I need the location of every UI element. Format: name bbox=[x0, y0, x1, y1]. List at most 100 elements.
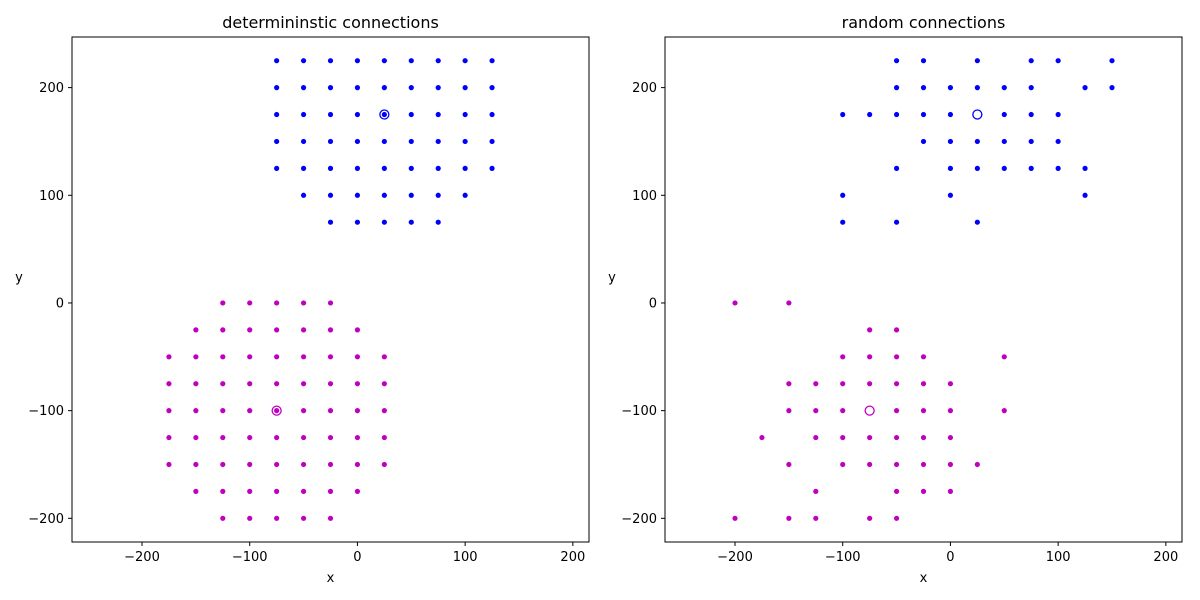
data-point bbox=[813, 488, 819, 494]
data-point bbox=[300, 354, 307, 360]
data-point bbox=[408, 111, 414, 118]
data-point bbox=[893, 434, 900, 441]
data-point bbox=[274, 138, 280, 145]
data-point bbox=[354, 138, 361, 145]
data-point bbox=[408, 192, 414, 198]
chart-panel-2: −200 −100 0 100 200 −200 −100 0 100 200 random con… bbox=[608, 13, 1183, 586]
data-point bbox=[840, 219, 846, 225]
data-point bbox=[300, 165, 307, 171]
data-point bbox=[274, 434, 280, 441]
data-point bbox=[300, 138, 307, 145]
data-point bbox=[786, 515, 792, 521]
data-point bbox=[893, 219, 900, 225]
data-point bbox=[381, 165, 387, 171]
data-point bbox=[867, 111, 873, 118]
data-point bbox=[300, 58, 307, 64]
data-point bbox=[489, 138, 495, 145]
data-point bbox=[408, 219, 414, 225]
data-point bbox=[220, 300, 226, 306]
data-point bbox=[193, 434, 199, 441]
data-point bbox=[381, 408, 387, 414]
data-point bbox=[947, 165, 954, 171]
data-point bbox=[274, 327, 280, 333]
y-tick-label: 200 bbox=[39, 81, 64, 96]
data-point bbox=[1001, 408, 1007, 414]
data-point bbox=[274, 300, 280, 306]
data-point bbox=[1082, 85, 1088, 91]
x-tick-label: −200 bbox=[717, 550, 753, 565]
data-point bbox=[947, 85, 954, 91]
data-point bbox=[381, 58, 387, 64]
data-point bbox=[300, 85, 307, 91]
data-point bbox=[327, 138, 334, 145]
data-point bbox=[220, 434, 226, 441]
data-point bbox=[381, 219, 387, 225]
data-point bbox=[462, 85, 468, 91]
data-point bbox=[247, 300, 253, 306]
data-point bbox=[274, 58, 280, 64]
data-point bbox=[920, 111, 927, 118]
data-point bbox=[840, 354, 846, 360]
data-point bbox=[435, 165, 441, 171]
data-point bbox=[920, 138, 927, 145]
x-tick-label: 100 bbox=[453, 550, 478, 565]
data-point bbox=[1001, 354, 1007, 360]
data-point bbox=[193, 381, 199, 387]
data-point bbox=[247, 381, 253, 387]
data-point bbox=[974, 85, 980, 91]
chart-panel-1: −200 −100 0 100 200 −200 −100 0 100 200 determinin… bbox=[15, 13, 590, 586]
data-point bbox=[893, 488, 900, 494]
data-point bbox=[813, 408, 819, 414]
data-point bbox=[220, 461, 226, 468]
data-point bbox=[920, 408, 927, 414]
x-axis-label: x bbox=[327, 571, 335, 586]
data-point bbox=[840, 434, 846, 441]
data-point bbox=[1055, 165, 1061, 171]
x-tick-label: 0 bbox=[353, 550, 361, 565]
data-point bbox=[300, 327, 307, 333]
data-point bbox=[354, 111, 361, 118]
data-point bbox=[327, 408, 334, 414]
data-point bbox=[867, 354, 873, 360]
data-point bbox=[920, 354, 927, 360]
data-point bbox=[947, 111, 954, 118]
data-point bbox=[408, 165, 414, 171]
data-point bbox=[947, 461, 954, 468]
center-marker bbox=[271, 405, 282, 416]
x-tick-label: 200 bbox=[560, 550, 585, 565]
data-point bbox=[354, 85, 361, 91]
data-point bbox=[1082, 165, 1088, 171]
data-point bbox=[893, 408, 900, 414]
data-point bbox=[300, 111, 307, 118]
data-point bbox=[408, 138, 414, 145]
data-point bbox=[327, 58, 334, 64]
data-point bbox=[274, 165, 280, 171]
data-point bbox=[840, 408, 846, 414]
data-point bbox=[435, 58, 441, 64]
data-point bbox=[354, 354, 361, 360]
data-point bbox=[193, 354, 199, 360]
data-point bbox=[435, 111, 441, 118]
data-point bbox=[408, 85, 414, 91]
y-tick-label: −200 bbox=[621, 512, 657, 527]
data-point bbox=[947, 434, 954, 441]
data-point bbox=[274, 515, 280, 521]
data-point bbox=[300, 461, 307, 468]
data-point bbox=[489, 85, 495, 91]
data-point bbox=[435, 219, 441, 225]
data-point bbox=[1055, 58, 1061, 64]
data-point bbox=[1028, 58, 1034, 64]
data-point bbox=[193, 408, 199, 414]
data-point bbox=[974, 219, 980, 225]
y-axis-label: y bbox=[15, 270, 23, 285]
data-point bbox=[867, 515, 873, 521]
data-point bbox=[462, 138, 468, 145]
data-point bbox=[840, 461, 846, 468]
data-point bbox=[327, 85, 334, 91]
data-point bbox=[732, 515, 738, 521]
data-point bbox=[354, 488, 361, 494]
data-point bbox=[166, 381, 172, 387]
data-point bbox=[381, 192, 387, 198]
data-point bbox=[893, 327, 900, 333]
